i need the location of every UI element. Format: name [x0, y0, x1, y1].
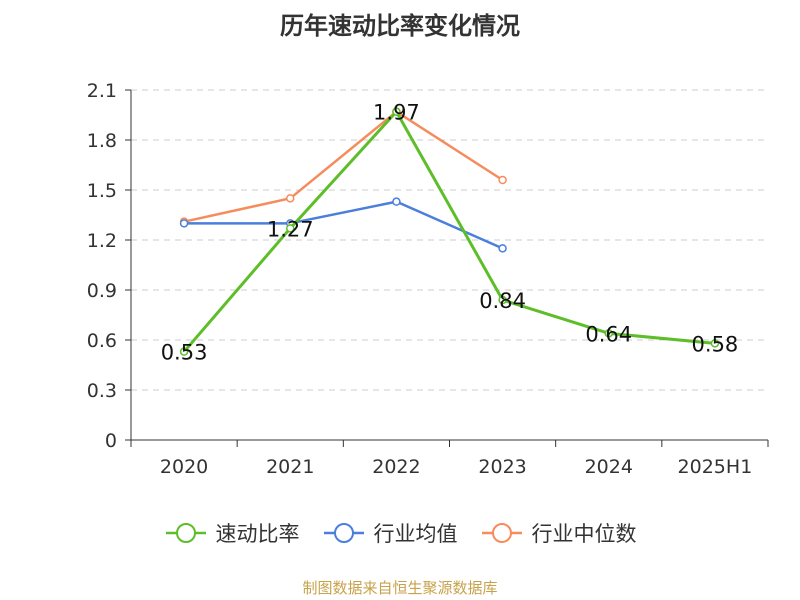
legend-item-1[interactable]: 速动比率: [164, 518, 300, 548]
legend-item-3[interactable]: 行业中位数: [480, 518, 637, 548]
legend-label: 行业均值: [373, 522, 458, 546]
legend-item-2[interactable]: 行业均值: [322, 518, 458, 548]
data-point: [392, 107, 401, 116]
x-tick-label: 2021: [266, 456, 314, 478]
data-label: 0.84: [479, 289, 526, 313]
y-tick-label: 0: [105, 430, 117, 452]
source-note: 制图数据来自恒生聚源数据库: [302, 579, 498, 597]
data-point: [179, 347, 189, 356]
legend-line-icon: [323, 523, 364, 543]
y-tick-label: 2.1: [87, 80, 117, 102]
data-point: [710, 339, 720, 348]
data-label: 1.97: [373, 101, 420, 125]
legend-label: 行业中位数: [531, 522, 637, 546]
y-tick-label: 1.2: [87, 230, 117, 252]
series-line: [184, 200, 504, 250]
y-tick-label: 0.3: [87, 380, 117, 402]
x-tick-label: 2023: [478, 456, 526, 478]
data-point: [179, 219, 189, 228]
y-tick-label: 1.8: [87, 130, 117, 152]
x-tick-label: 2022: [372, 456, 420, 478]
data-label: 1.27: [267, 217, 314, 241]
data-point: [498, 244, 507, 253]
data-point: [498, 295, 507, 305]
data-label: 0.64: [585, 322, 632, 346]
data-point: [604, 329, 613, 338]
data-point: [498, 175, 507, 185]
data-label: 0.53: [161, 341, 208, 365]
x-tick-label: 2020: [160, 456, 208, 478]
series-line: [182, 110, 716, 353]
legend-line-icon: [165, 523, 206, 543]
data-point: [286, 224, 295, 233]
x-tick-label: 2024: [585, 456, 633, 478]
series-line: [183, 110, 504, 223]
data-label: 0.58: [692, 332, 739, 356]
legend-line-icon: [481, 523, 522, 543]
data-point: [286, 194, 295, 203]
y-tick-label: 1.5: [87, 180, 117, 202]
y-tick-label: 0.9: [87, 280, 117, 302]
data-point: [392, 197, 401, 206]
legend: 速动比率 行业均值 行业中位数: [0, 518, 800, 548]
legend-label: 速动比率: [215, 522, 300, 546]
y-tick-label: 0.6: [87, 330, 117, 352]
chart-title: 历年速动比率变化情况: [280, 12, 520, 40]
x-tick-label: 2025H1: [678, 456, 753, 478]
